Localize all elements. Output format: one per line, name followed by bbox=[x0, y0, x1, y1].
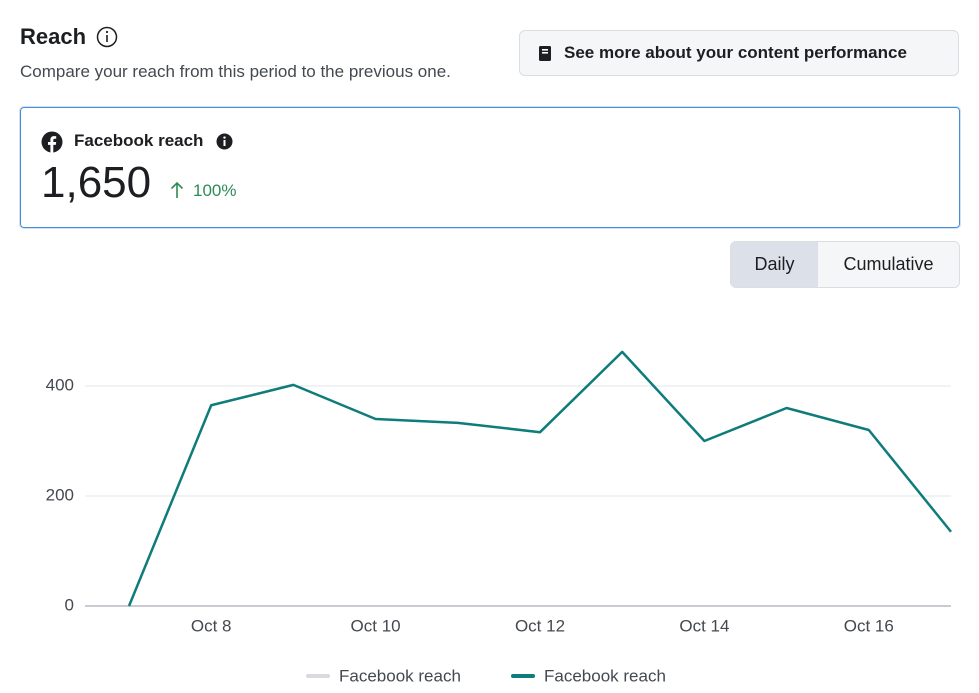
info-icon[interactable] bbox=[216, 133, 233, 150]
card-label: Facebook reach bbox=[74, 131, 204, 150]
series-line bbox=[127, 350, 952, 607]
x-tick-label: Oct 12 bbox=[515, 616, 565, 635]
subtitle: Compare your reach from this period to t… bbox=[20, 62, 451, 81]
toggle-option[interactable]: Daily bbox=[731, 242, 818, 287]
legend-label: Facebook reach bbox=[544, 666, 666, 685]
card-value: 1,650 bbox=[41, 158, 152, 207]
card-change: 100% bbox=[193, 181, 237, 200]
x-tick-label: Oct 16 bbox=[844, 616, 894, 635]
up-arrow bbox=[170, 181, 184, 198]
book-icon bbox=[539, 45, 551, 61]
x-tick-label: Oct 14 bbox=[679, 616, 729, 635]
button-label: See more about your content performance bbox=[564, 43, 907, 62]
content-button[interactable]: See more about your content performance bbox=[519, 30, 959, 76]
x-tick-label: Oct 8 bbox=[191, 616, 232, 635]
y-tick-label: 200 bbox=[46, 485, 74, 504]
info-icon[interactable] bbox=[96, 26, 118, 48]
y-tick-label: 0 bbox=[65, 595, 74, 614]
legend-label: Facebook reach bbox=[339, 666, 461, 685]
title: Reach bbox=[20, 24, 87, 49]
metric-card[interactable]: Facebook reach 1,650 100% bbox=[20, 107, 960, 228]
toggle: Daily Cumulative bbox=[730, 241, 960, 288]
facebook-icon bbox=[41, 131, 63, 153]
x-tick-label: Oct 10 bbox=[351, 616, 401, 635]
toggle-option[interactable]: Cumulative bbox=[818, 242, 959, 287]
y-tick-label: 400 bbox=[46, 375, 74, 394]
